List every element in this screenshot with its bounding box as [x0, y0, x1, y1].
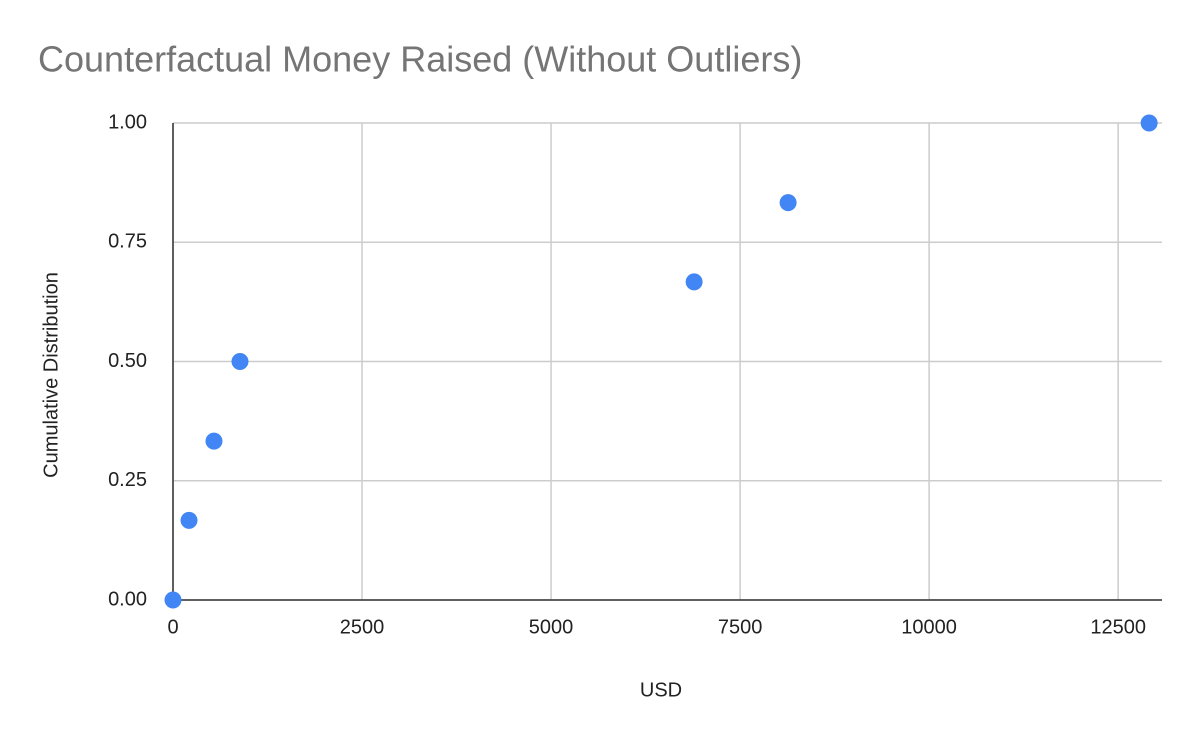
y-tick-label: 0.50	[108, 350, 147, 372]
x-axis-title: USD	[640, 679, 682, 701]
point	[164, 591, 182, 609]
x-tick-label: 12500	[1090, 616, 1146, 638]
y-axis-title: Cumulative Distribution	[40, 272, 62, 478]
grid	[172, 122, 1162, 601]
point	[685, 273, 703, 291]
x-tick-label: 7500	[718, 616, 763, 638]
y-tick-label: 0.25	[108, 469, 147, 491]
x-tick-label: 2500	[340, 616, 385, 638]
point	[180, 511, 198, 529]
point	[205, 432, 223, 450]
y-tick-label: 0.75	[108, 231, 147, 253]
y-tick-label: 0.00	[108, 588, 147, 610]
marks	[164, 114, 1158, 609]
x-tick-label: 5000	[529, 616, 574, 638]
point	[231, 353, 249, 370]
x-tick-label: 10000	[901, 616, 957, 638]
y-tick-label: 1.00	[108, 111, 147, 133]
chart-title: Counterfactual Money Raised (Without Out…	[38, 39, 802, 80]
point	[1140, 114, 1158, 132]
x-tick-label: 0	[167, 616, 178, 638]
point	[779, 194, 797, 212]
